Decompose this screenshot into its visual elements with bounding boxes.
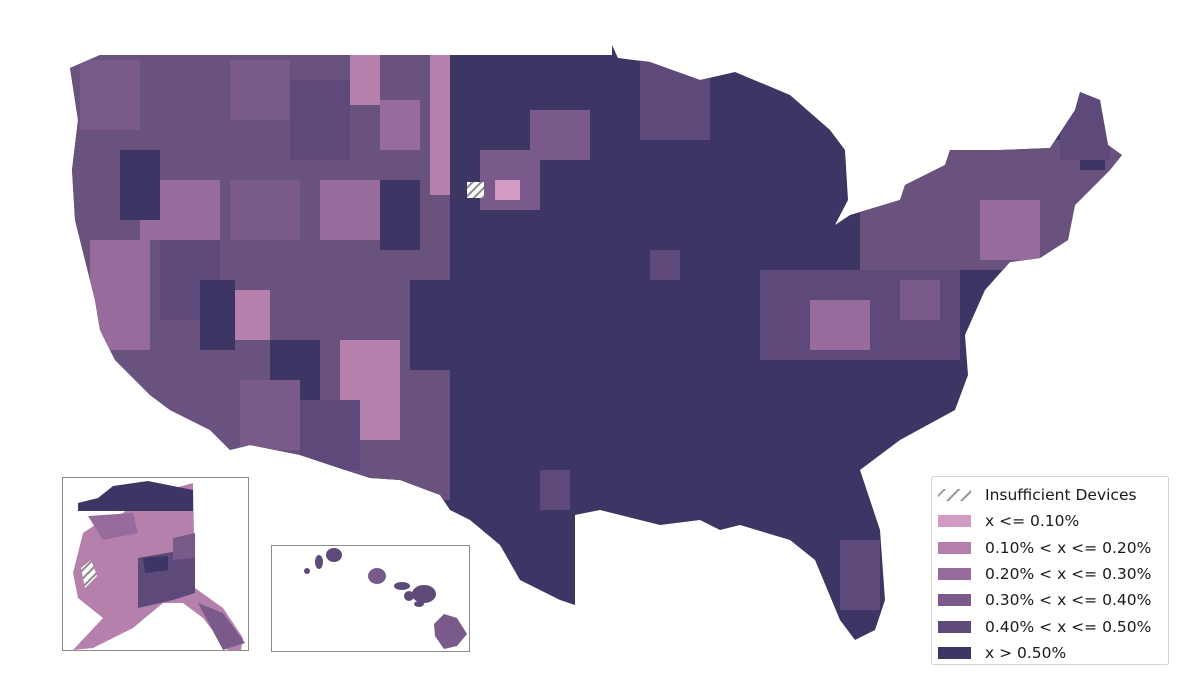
hawaii-inset xyxy=(271,545,470,652)
color-swatch-icon xyxy=(938,568,971,581)
hawaii-map xyxy=(304,548,467,649)
legend-item-bin6: x > 0.50% xyxy=(938,640,1168,666)
legend-label: 0.20% < x <= 0.30% xyxy=(985,565,1152,584)
legend-label: 0.10% < x <= 0.20% xyxy=(985,538,1152,557)
alaska-inset xyxy=(62,477,249,651)
legend-label: 0.30% < x <= 0.40% xyxy=(985,591,1152,610)
hatch-swatch-icon xyxy=(938,489,971,502)
color-swatch-icon xyxy=(938,594,971,607)
legend-item-insufficient: Insufficient Devices xyxy=(938,482,1168,508)
color-swatch-icon xyxy=(938,515,971,528)
legend-label: 0.40% < x <= 0.50% xyxy=(985,617,1152,636)
legend: Insufficient Devices x <= 0.10% 0.10% < … xyxy=(931,476,1169,665)
legend-item-bin3: 0.20% < x <= 0.30% xyxy=(938,561,1168,587)
color-swatch-icon xyxy=(938,620,971,633)
color-swatch-icon xyxy=(938,646,971,659)
color-swatch-icon xyxy=(938,541,971,554)
legend-item-bin5: 0.40% < x <= 0.50% xyxy=(938,613,1168,639)
legend-label: x <= 0.10% xyxy=(985,512,1080,531)
alaska-map xyxy=(73,481,245,650)
legend-label: x > 0.50% xyxy=(985,643,1067,662)
insufficient-county xyxy=(467,182,484,198)
legend-item-bin1: x <= 0.10% xyxy=(938,508,1168,534)
legend-item-bin2: 0.10% < x <= 0.20% xyxy=(938,535,1168,561)
legend-label: Insufficient Devices xyxy=(985,486,1137,505)
legend-item-bin4: 0.30% < x <= 0.40% xyxy=(938,587,1168,613)
